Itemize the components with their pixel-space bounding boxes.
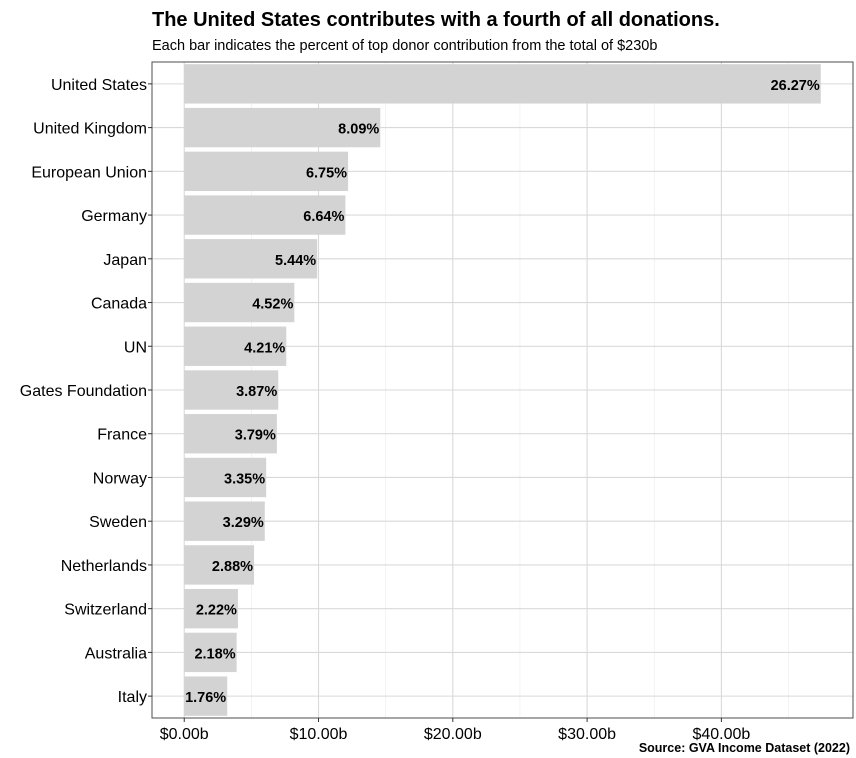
bar-value-label: 2.88% — [212, 559, 253, 575]
y-axis-label: Norway — [93, 470, 147, 487]
bar — [184, 195, 346, 235]
bar — [184, 326, 287, 366]
y-axis-label: Japan — [103, 252, 147, 269]
y-axis-label: Netherlands — [61, 558, 147, 575]
axis-layer: United States United Kingdom European Unio… — [20, 61, 854, 743]
bar — [184, 107, 381, 148]
y-axis-label: Germany — [81, 208, 147, 225]
bar — [184, 501, 265, 541]
bar-value-label: 6.75% — [306, 165, 347, 181]
chart-subtitle: Each bar indicates the percent of top do… — [152, 38, 658, 54]
bar — [184, 239, 318, 279]
y-axis-label: Sweden — [89, 514, 147, 531]
bar-value-label: 6.64% — [303, 209, 344, 225]
bar — [184, 676, 228, 716]
bar — [184, 545, 255, 585]
y-axis-label: Gates Foundation — [20, 383, 147, 400]
x-axis-label: $40.00b — [692, 726, 750, 743]
bar-value-label: 4.52% — [252, 297, 293, 313]
chart-title: The United States contributes with a fou… — [152, 9, 720, 31]
bar-value-label: 2.18% — [194, 646, 235, 662]
bar — [184, 457, 267, 498]
y-axis-label: Canada — [91, 296, 147, 313]
bar — [184, 632, 237, 673]
bar-value-label: 4.21% — [244, 340, 285, 356]
bar-value-label: 3.87% — [236, 384, 277, 400]
bar — [184, 282, 295, 323]
bar-value-label: 8.09% — [338, 122, 379, 138]
x-axis-label: $10.00b — [290, 726, 348, 743]
y-axis-label: Australia — [85, 645, 147, 662]
bar-value-label: 26.27% — [771, 78, 820, 94]
y-axis-label: European Union — [31, 164, 147, 181]
y-axis-label: Italy — [118, 689, 147, 706]
source-caption: Source: GVA Income Dataset (2022) — [638, 741, 850, 755]
y-axis-label: France — [97, 427, 147, 444]
bar — [184, 588, 238, 629]
y-axis-label: Switzerland — [64, 602, 147, 619]
bar-value-label: 1.76% — [185, 690, 226, 706]
x-axis-label: $0.00b — [160, 726, 209, 743]
bar-value-label: 2.22% — [196, 603, 237, 619]
y-axis-label: United States — [51, 77, 147, 94]
x-axis-label: $30.00b — [558, 726, 616, 743]
bar-value-label: 3.29% — [223, 515, 264, 531]
bar-value-label: 5.44% — [275, 253, 316, 269]
bar — [184, 64, 821, 104]
bar-value-label: 3.35% — [224, 471, 265, 487]
bar — [184, 151, 349, 192]
bar — [184, 414, 277, 454]
y-axis-label: UN — [124, 339, 147, 356]
bar — [184, 370, 279, 410]
bar-layer: 26.27% 8.09% 6.75% 6.64% 5.44% 4.52% 4.21% 3.87… — [184, 64, 821, 716]
y-axis-label: United Kingdom — [33, 121, 147, 138]
bar-value-label: 3.79% — [235, 428, 276, 444]
x-axis-label: $20.00b — [424, 726, 482, 743]
